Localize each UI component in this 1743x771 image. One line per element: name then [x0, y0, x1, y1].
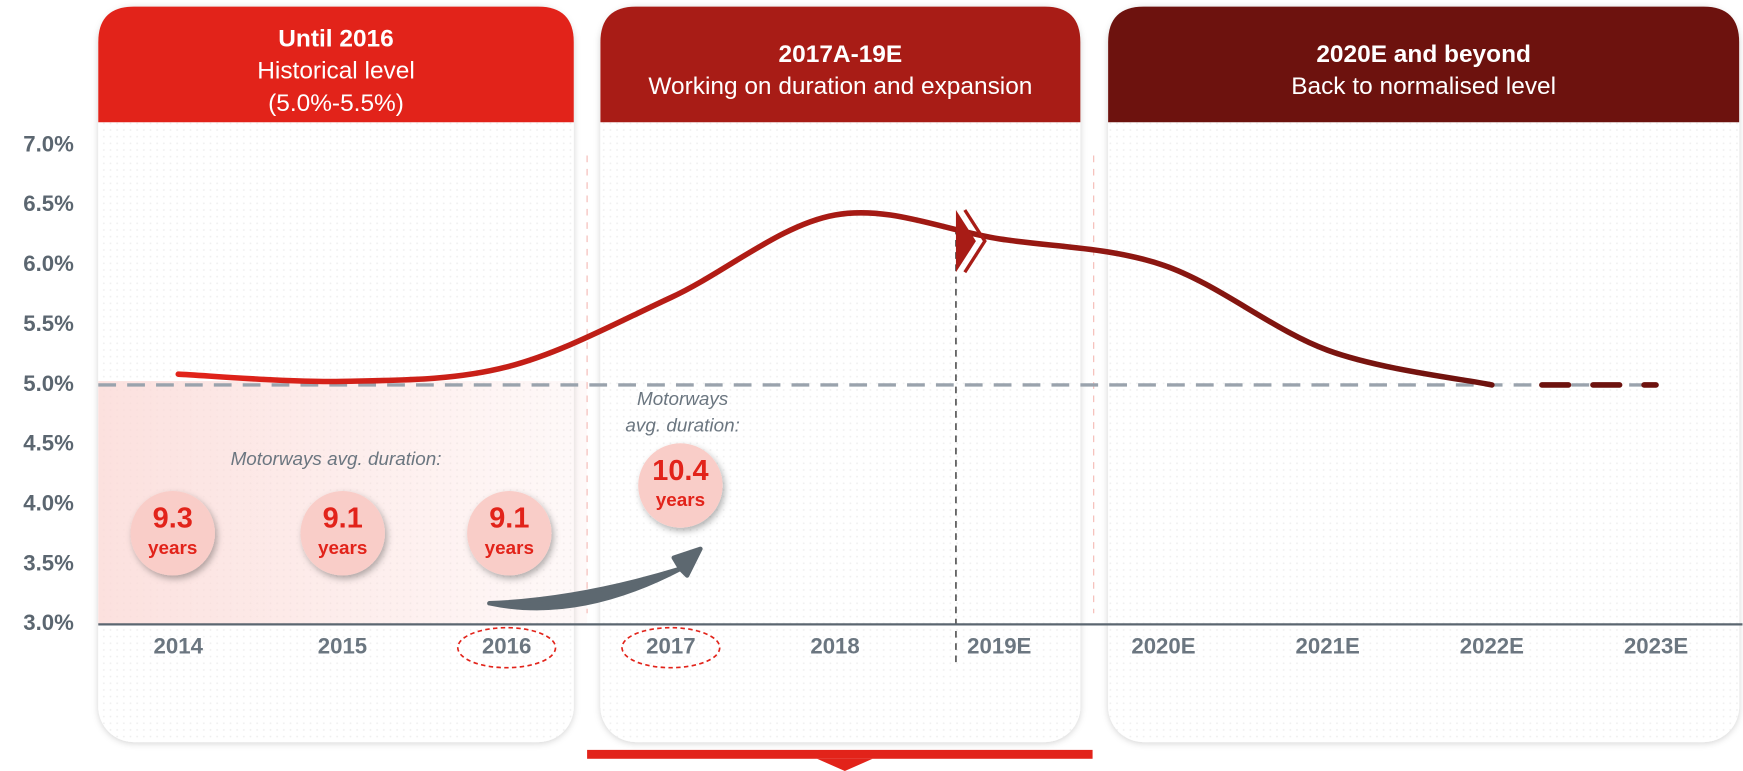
duration-value: 10.4: [652, 455, 708, 487]
x-tick-label: 2023E: [1624, 634, 1688, 659]
panel: 2017A-19E Working on duration and expansi…: [600, 6, 1081, 743]
panel-subtitle: Working on duration and expansion: [648, 73, 1032, 100]
panel: Until 2016 Historical level (5.0%-5.5%): [98, 6, 574, 743]
duration-unit: years: [485, 538, 534, 559]
panels: Until 2016 Historical level (5.0%-5.5%) 201…: [98, 6, 1740, 743]
y-tick-label: 3.5%: [23, 550, 74, 575]
y-tick-label: 7.0%: [23, 131, 74, 156]
duration-value: 9.1: [323, 503, 363, 535]
panel-title: 2017A-19E: [779, 41, 903, 68]
y-tick-label: 6.5%: [23, 191, 74, 216]
duration-bubble: [467, 491, 552, 576]
duration-label: avg. duration:: [625, 416, 739, 437]
duration-value: 9.1: [489, 503, 529, 535]
y-tick-label: 5.5%: [23, 311, 74, 336]
y-tick-label: 4.5%: [23, 431, 74, 456]
panel-note: (5.0%-5.5%): [268, 90, 404, 117]
x-tick-label: 2022E: [1460, 634, 1524, 659]
panel-title: Until 2016: [278, 25, 393, 52]
panel-header: [1108, 6, 1740, 123]
x-tick-label: 2015: [318, 634, 367, 659]
duration-unit: years: [656, 490, 705, 511]
y-tick-label: 4.0%: [23, 491, 74, 516]
panel-header: [600, 6, 1081, 123]
x-tick-label: 2021E: [1296, 634, 1360, 659]
duration-bubble: [130, 491, 215, 576]
y-tick-label: 6.0%: [23, 251, 74, 276]
duration-bubble: [300, 491, 385, 576]
chevron: [955, 210, 976, 273]
arrow: [487, 546, 703, 611]
x-tick-label: 2018: [810, 634, 859, 659]
bottom-bar: [587, 749, 1093, 759]
panel-header: [98, 6, 574, 123]
bottom-pointer: [817, 758, 873, 771]
line: [175, 209, 1495, 388]
panel-subtitle: Back to normalised level: [1291, 73, 1556, 100]
chevron: [963, 209, 987, 274]
duration-label: Motorways: [637, 389, 729, 410]
duration-bubble: [638, 443, 723, 528]
x-tick-label: 2014: [154, 634, 204, 659]
duration-unit: years: [318, 538, 367, 559]
x-tick-label: 2019E: [967, 634, 1031, 659]
duration-value: 9.3: [153, 503, 193, 535]
y-tick-label: 3.0%: [23, 610, 74, 635]
x-tick-label: 2020E: [1131, 634, 1195, 659]
duration-unit: years: [148, 538, 197, 559]
y-tick-label: 5.0%: [23, 371, 74, 396]
x-tick-label: 2016: [482, 634, 531, 659]
highlight-ring: [456, 626, 557, 669]
panel-subtitle: Historical level: [257, 58, 415, 85]
panel-body: [600, 6, 1081, 743]
panel-title: 2020E and beyond: [1316, 41, 1531, 68]
x-tick-label: 2017: [646, 634, 695, 659]
duration-label: Motorways avg. duration:: [231, 449, 442, 470]
highlight-ring: [621, 626, 721, 669]
